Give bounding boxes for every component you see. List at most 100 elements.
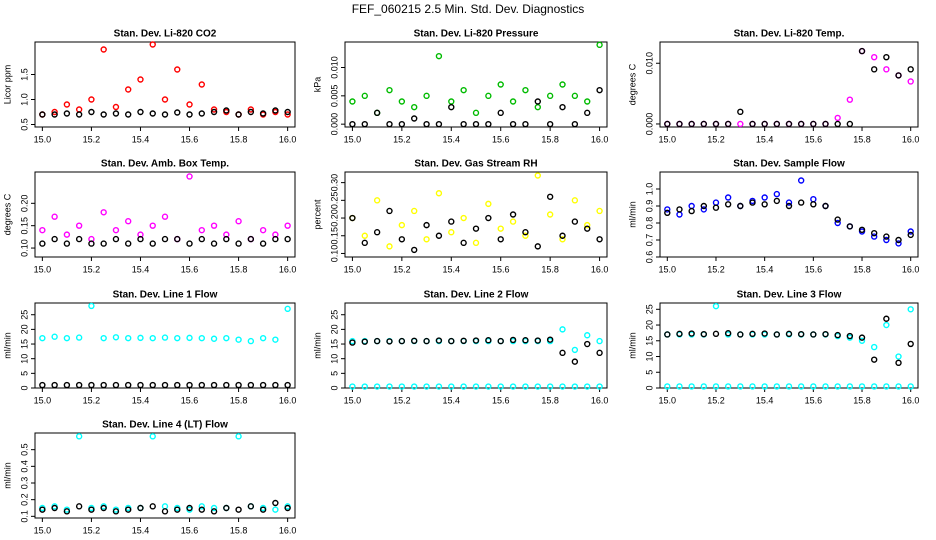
y-tick-label: 0.10 <box>329 245 339 263</box>
point <box>834 219 841 227</box>
x-tick-label: 15.8 <box>853 395 871 405</box>
point <box>423 92 430 100</box>
panel-title: Stan. Dev. Line 1 Flow <box>113 290 218 301</box>
point <box>272 107 279 114</box>
point <box>88 381 95 389</box>
point <box>259 506 267 513</box>
point <box>676 383 683 390</box>
point <box>411 115 418 122</box>
point <box>584 340 591 348</box>
point <box>907 66 914 73</box>
point <box>700 330 708 338</box>
panel-title: Stan. Dev. Amb. Box Temp. <box>101 159 229 170</box>
point <box>100 111 107 118</box>
point <box>810 120 817 128</box>
point <box>534 172 541 179</box>
point <box>472 120 480 128</box>
y-tick-label: 20 <box>19 324 29 334</box>
point <box>386 243 393 250</box>
y-tick-label: 1.0 <box>19 93 29 106</box>
y-tick-label: 0.5 <box>19 443 29 456</box>
x-tick-label: 15.6 <box>492 134 510 144</box>
point <box>559 236 566 243</box>
point <box>149 110 156 117</box>
point <box>235 433 242 440</box>
point <box>51 504 58 512</box>
point <box>571 92 579 100</box>
panel-title: Stan. Dev. Gas Stream RH <box>414 159 537 170</box>
point <box>235 240 242 247</box>
point <box>423 236 430 243</box>
point <box>907 383 914 390</box>
point <box>125 381 132 389</box>
point <box>522 232 529 239</box>
x-tick-label: 15.6 <box>181 264 199 274</box>
y-tick-label: 0.30 <box>329 174 339 192</box>
point <box>423 337 430 345</box>
point <box>773 383 781 390</box>
point <box>75 222 83 229</box>
point <box>186 334 193 342</box>
point <box>125 240 132 247</box>
x-tick-label: 15.6 <box>181 134 199 144</box>
y-tick-label: 0.6 <box>644 251 654 264</box>
point <box>186 240 193 247</box>
point <box>112 110 120 117</box>
point <box>870 229 878 237</box>
point <box>137 76 144 83</box>
point <box>112 508 120 515</box>
point <box>571 346 579 354</box>
point <box>749 330 756 338</box>
point <box>198 503 205 510</box>
panel-title: Stan. Dev. Line 2 Flow <box>424 290 529 301</box>
x-tick-label: 15.0 <box>344 395 362 405</box>
point <box>895 359 902 367</box>
point <box>63 110 71 117</box>
point <box>149 503 156 510</box>
point <box>349 383 356 390</box>
y-tick-label: 0.8 <box>644 217 654 230</box>
point <box>149 240 156 247</box>
point <box>373 229 381 236</box>
y-tick-label: 0.10 <box>19 239 29 257</box>
x-tick-label: 15.4 <box>756 395 774 405</box>
point <box>907 231 914 239</box>
x-tick-label: 15.6 <box>805 264 823 274</box>
point <box>435 337 443 344</box>
point <box>137 504 144 512</box>
point <box>522 229 529 236</box>
point <box>349 339 356 346</box>
point <box>749 199 756 206</box>
point <box>174 109 181 116</box>
point <box>186 381 193 389</box>
point <box>785 383 793 390</box>
point <box>676 330 683 338</box>
point <box>235 506 242 513</box>
x-tick-label: 15.8 <box>541 395 559 405</box>
point <box>398 236 406 243</box>
point <box>497 81 504 88</box>
point <box>712 330 720 338</box>
point <box>895 383 902 390</box>
point <box>100 240 107 247</box>
point <box>688 383 695 390</box>
x-tick-label: 15.6 <box>492 395 510 405</box>
point <box>198 381 205 389</box>
point <box>785 330 793 338</box>
point <box>349 120 356 128</box>
point <box>584 109 591 117</box>
point <box>137 334 144 342</box>
point <box>712 383 720 390</box>
y-tick-label: 0.15 <box>329 227 339 245</box>
point <box>284 504 291 512</box>
point <box>63 240 71 247</box>
point <box>596 207 603 215</box>
point <box>235 336 242 343</box>
point <box>834 383 841 390</box>
x-tick-label: 15.2 <box>393 134 411 144</box>
point <box>100 46 107 53</box>
point <box>834 331 841 339</box>
y-axis-label: ml/min <box>2 462 12 489</box>
point <box>137 381 144 389</box>
point <box>186 101 193 108</box>
